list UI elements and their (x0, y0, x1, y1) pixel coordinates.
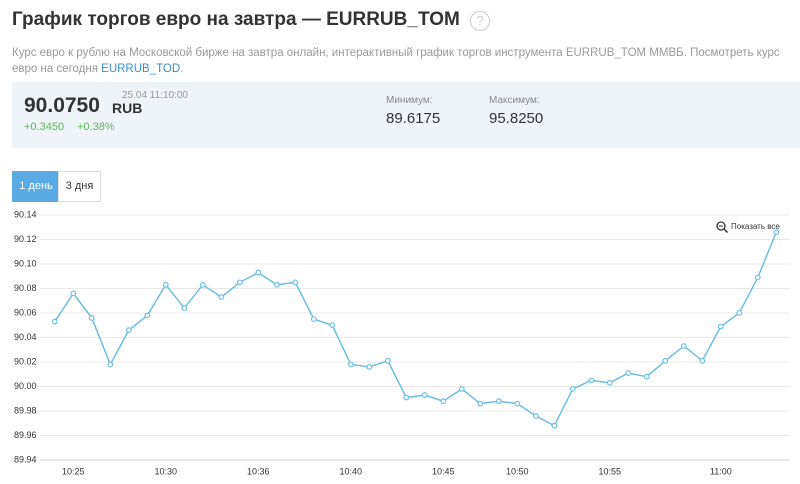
y-tick-label: 89.94 (14, 454, 37, 464)
point (551, 422, 558, 429)
point (421, 392, 428, 398)
point (495, 398, 502, 405)
x-tick-label: 10:40 (340, 466, 363, 476)
min-label: Минимум: (386, 95, 433, 106)
description-end: . (180, 63, 184, 75)
point (125, 327, 132, 334)
point (144, 312, 151, 319)
point (662, 357, 669, 364)
point (88, 315, 95, 321)
zoom-reset-button[interactable]: Показать все (716, 221, 780, 234)
change: +0.3450 (24, 121, 65, 133)
point (366, 364, 373, 370)
point (347, 361, 354, 368)
quote-panel (12, 82, 800, 148)
point (514, 400, 521, 407)
point (606, 379, 613, 386)
help-icon[interactable]: ? (470, 11, 490, 31)
max-label: Максимум: (489, 95, 540, 106)
point (310, 316, 317, 323)
point (255, 269, 262, 276)
y-tick-label: 90.04 (14, 332, 37, 342)
point (643, 373, 650, 380)
page-title: График торгов евро на завтра — EURRUB_TO… (12, 9, 460, 30)
point (588, 377, 595, 384)
description-text: Курс евро к рублю на Московской бирже на… (12, 47, 780, 75)
y-tick-label: 90.00 (14, 381, 37, 391)
point (458, 386, 465, 392)
y-tick-label: 90.06 (14, 307, 37, 317)
point (754, 274, 761, 281)
y-tick-label: 90.14 (14, 209, 37, 219)
change-pct: +0.38% (77, 121, 115, 133)
point (625, 370, 632, 376)
x-tick-label: 11:00 (710, 466, 732, 476)
description: Курс евро к рублю на Московской бирже на… (12, 45, 792, 77)
y-tick-label: 89.96 (14, 430, 37, 440)
y-tick-label: 90.10 (14, 258, 37, 268)
point (699, 357, 706, 364)
point (199, 281, 206, 288)
point (736, 310, 743, 316)
zoom-icon (716, 221, 729, 234)
x-tick-label: 10:50 (506, 466, 529, 476)
point (384, 357, 391, 364)
min-value: 89.6175 (386, 110, 441, 127)
x-tick-label: 10:30 (155, 466, 178, 476)
point (532, 413, 539, 419)
point (477, 400, 484, 407)
point (292, 279, 299, 286)
price: 90.0750 (24, 94, 100, 117)
point (236, 279, 243, 286)
point (440, 398, 447, 405)
max-value: 95.8250 (489, 110, 544, 127)
x-tick-label: 10:55 (599, 466, 622, 476)
point (717, 323, 724, 330)
point (181, 305, 188, 312)
timestamp: 25.04 11:10:00 (122, 90, 188, 101)
point (403, 394, 410, 401)
y-tick-label: 90.12 (14, 234, 37, 244)
link[interactable]: EURRUB_TOD (101, 63, 181, 75)
price-line (54, 231, 777, 427)
point (107, 361, 114, 368)
point (569, 386, 576, 392)
x-tick-label: 10:45 (432, 466, 455, 476)
point (218, 294, 225, 300)
point (329, 322, 336, 329)
currency: RUB (112, 100, 143, 116)
zoom-label: Показать все (731, 222, 780, 232)
tab-3-days[interactable]: 3 дня (58, 171, 101, 202)
point (70, 290, 77, 297)
point (51, 318, 58, 325)
point (162, 281, 169, 288)
y-tick-label: 90.02 (14, 356, 37, 366)
point (680, 343, 687, 349)
x-tick-label: 10:36 (247, 466, 270, 476)
x-tick-label: 10:25 (62, 466, 85, 476)
point (773, 229, 780, 236)
point (273, 281, 280, 288)
y-tick-label: 89.98 (14, 405, 37, 415)
tab-1-day[interactable]: 1 день (12, 171, 60, 202)
y-tick-label: 90.08 (14, 283, 37, 293)
